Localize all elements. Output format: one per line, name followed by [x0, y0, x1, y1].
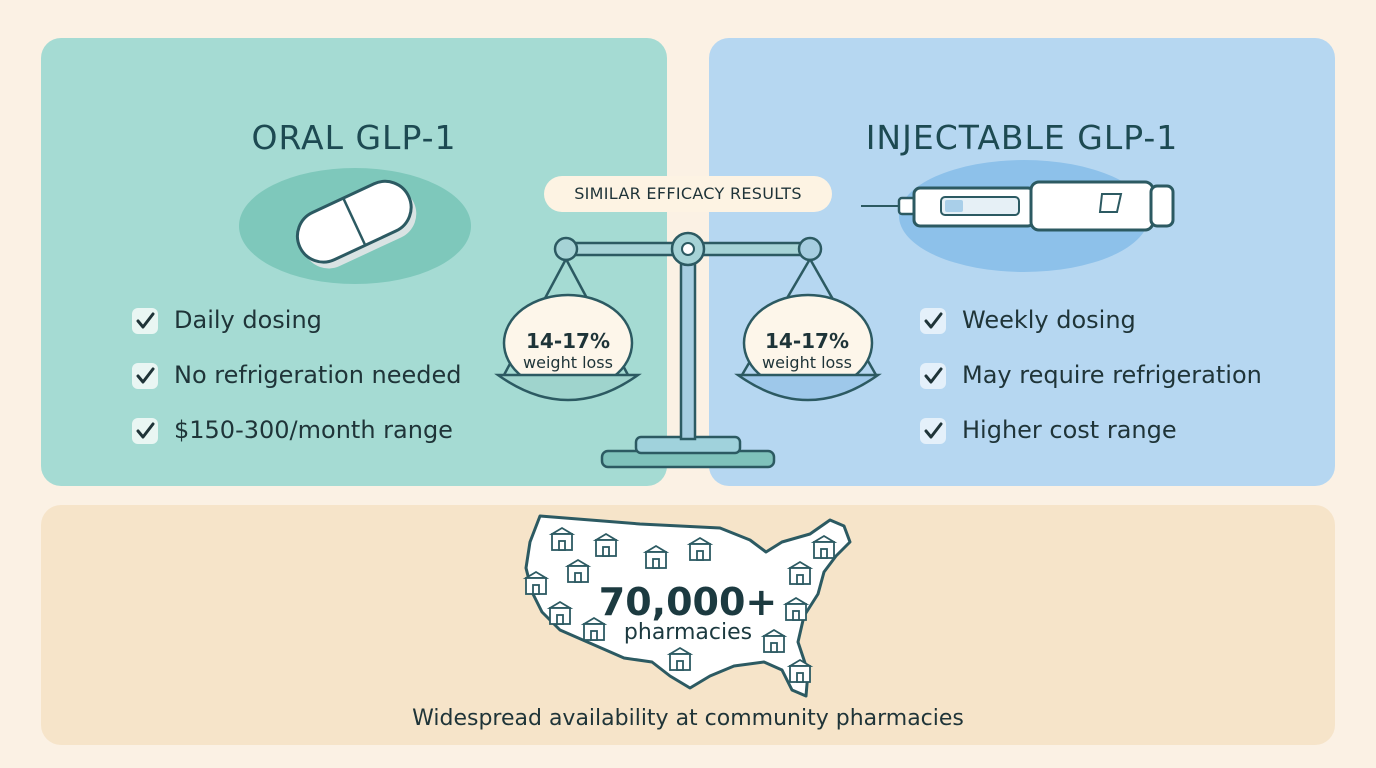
list-item: May require refrigeration	[918, 361, 1262, 416]
check-icon	[920, 308, 946, 334]
feature-text: Daily dosing	[174, 306, 322, 334]
check-icon	[920, 363, 946, 389]
list-item: Daily dosing	[130, 306, 462, 361]
pharmacy-icon	[592, 532, 620, 557]
oral-title: ORAL GLP-1	[251, 118, 457, 157]
feature-text: Higher cost range	[962, 416, 1177, 444]
right-efficacy-value: 14-17%	[764, 329, 849, 353]
pharmacy-icon	[546, 600, 574, 625]
injectable-feature-list: Weekly dosing May require refrigeration …	[918, 306, 1262, 471]
balance-scale-icon	[494, 231, 882, 469]
oral-feature-list: Daily dosing No refrigeration needed $15…	[130, 306, 462, 471]
check-icon	[132, 418, 158, 444]
feature-text: May require refrigeration	[962, 361, 1262, 389]
list-item: No refrigeration needed	[130, 361, 462, 416]
feature-text: No refrigeration needed	[174, 361, 462, 389]
pharmacy-icon	[786, 560, 814, 585]
feature-text: Weekly dosing	[962, 306, 1136, 334]
pharmacy-icon	[782, 596, 810, 621]
availability-caption: Widespread availability at community pha…	[412, 706, 964, 731]
injectable-title: INJECTABLE GLP-1	[865, 118, 1179, 157]
pharmacy-icon	[564, 558, 592, 583]
pharmacy-count-label: pharmacies	[623, 620, 753, 645]
left-efficacy-label: 14-17% weight loss	[506, 329, 630, 373]
left-efficacy-text: weight loss	[523, 353, 613, 372]
similar-efficacy-badge: SIMILAR EFFICACY RESULTS	[544, 176, 832, 212]
check-icon	[132, 308, 158, 334]
injection-pen-icon	[861, 160, 1175, 272]
us-map-icon	[522, 514, 852, 698]
check-icon	[920, 418, 946, 444]
pharmacy-icon	[760, 628, 788, 653]
list-item: $150-300/month range	[130, 416, 462, 471]
pharmacy-icon	[786, 658, 814, 683]
list-item: Higher cost range	[918, 416, 1262, 471]
pharmacy-icon	[810, 534, 838, 559]
check-icon	[132, 363, 158, 389]
pharmacy-icon	[686, 536, 714, 561]
pharmacy-count: 70,000+	[598, 580, 778, 624]
list-item: Weekly dosing	[918, 306, 1262, 361]
injectable-panel: INJECTABLE GLP-1	[709, 38, 1335, 486]
right-efficacy-text: weight loss	[762, 353, 852, 372]
right-efficacy-label: 14-17% weight loss	[745, 329, 869, 373]
pharmacy-icon	[580, 616, 608, 641]
pharmacy-icon	[522, 570, 550, 595]
left-efficacy-value: 14-17%	[525, 329, 610, 353]
pharmacy-icon	[642, 544, 670, 569]
pharmacy-icon	[548, 526, 576, 551]
pharmacy-icon	[666, 646, 694, 671]
feature-text: $150-300/month range	[174, 416, 453, 444]
pill-icon	[239, 168, 471, 284]
oral-panel: ORAL GLP-1	[41, 38, 667, 486]
